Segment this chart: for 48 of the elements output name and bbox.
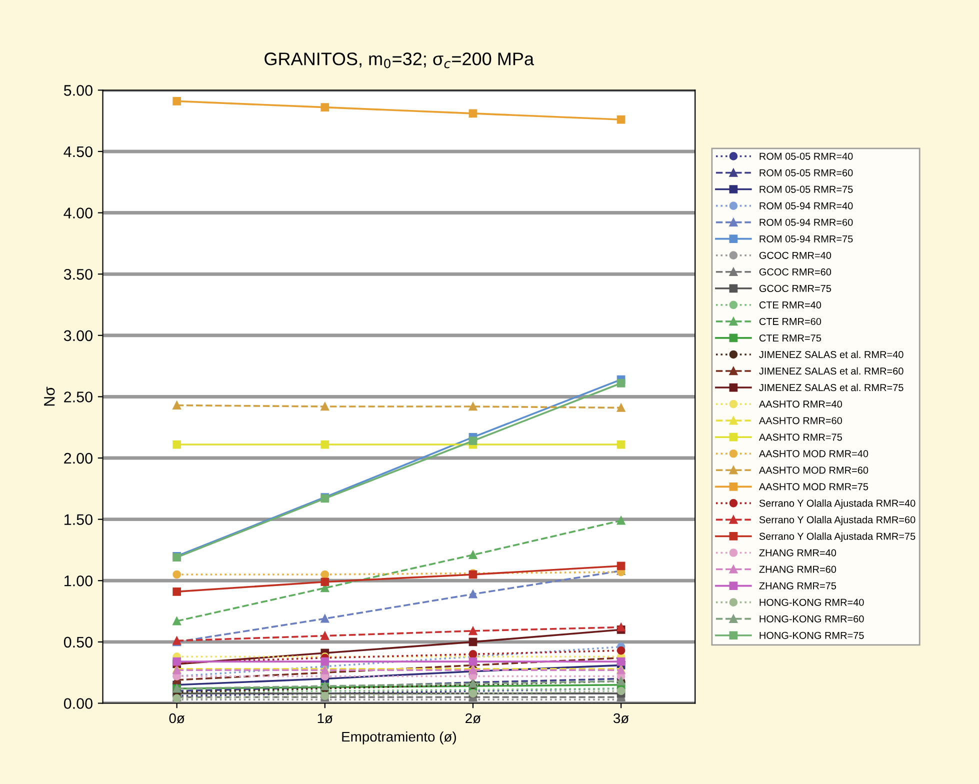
legend-label: AASHTO RMR=40: [758, 400, 842, 408]
legend-label: AASHTO MOD RMR=75: [758, 483, 868, 490]
legend-label: CTE RMR=75: [759, 334, 822, 342]
legend-label: Serrano Y Olalla Ajustada RMR=60: [759, 516, 916, 526]
legend-label: ROM 05-94 RMR=40: [760, 202, 853, 210]
legend-label: GCOC RMR=40: [759, 252, 832, 259]
legend-label: ROM 05-05 RMR=75: [760, 186, 853, 193]
y-tick-label: 0.50: [64, 636, 92, 648]
legend-label: ROM 05-94 RMR=60: [760, 218, 853, 226]
legend-label: Serrano Y Olalla Ajustada RMR=40: [759, 499, 916, 509]
legend-label: CTE RMR=40: [759, 301, 822, 309]
y-tick-label: 4.00: [64, 208, 92, 218]
legend-label: Serrano Y Olalla Ajustada RMR=75: [759, 532, 916, 542]
y-tick-label: 4.50: [64, 146, 92, 158]
y-axis-title: Nσ: [44, 386, 55, 406]
legend-label: AASHTO RMR=60: [758, 417, 842, 424]
legend-label: ROM 05-05 RMR=40: [760, 152, 853, 160]
x-tick-label: 3ø: [613, 713, 629, 724]
legend-label: ROM 05-05 RMR=60: [760, 169, 853, 176]
legend-label: CTE RMR=60: [759, 318, 822, 326]
legend-label: AASHTO MOD RMR=40: [758, 450, 868, 458]
legend-label: AASHTO RMR=75: [758, 434, 842, 441]
legend-label: JIMENEZ SALAS et al. RMR=60: [759, 367, 904, 375]
y-tick-label: 5.00: [64, 85, 92, 96]
legend-label: ZHANG RMR=40: [759, 549, 836, 556]
x-tick-label: 2ø: [466, 713, 481, 724]
legend-label: JIMENEZ SALAS et al. RMR=75: [759, 384, 904, 392]
legend-label: AASHTO MOD RMR=60: [758, 466, 868, 474]
x-axis-title: Empotramiento (ø): [342, 731, 456, 744]
y-tick-label: 2.50: [64, 392, 92, 402]
y-tick-label: 2.00: [64, 452, 92, 464]
legend-label: ZHANG RMR=75: [759, 582, 836, 590]
legend-label: HONG-KONG RMR=75: [760, 632, 864, 639]
legend-label: ROM 05-94 RMR=75: [760, 235, 853, 242]
legend-label: JIMENEZ SALAS et al. RMR=40: [759, 350, 904, 358]
x-tick-label: 0ø: [169, 713, 185, 724]
y-tick-label: 1.00: [64, 576, 92, 586]
legend-label: GCOC RMR=60: [759, 268, 832, 276]
legend-label: ZHANG RMR=60: [759, 566, 836, 573]
legend-label: GCOC RMR=75: [759, 284, 832, 292]
legend-label: HONG-KONG RMR=40: [760, 598, 864, 606]
x-tick-label: 1ø: [318, 713, 333, 724]
y-tick-label: 1.50: [64, 514, 92, 526]
legend-label: HONG-KONG RMR=60: [760, 615, 864, 622]
chart-title: GRANITOS, m$_{0}$=32; σ$_{c}$=200 MPa: [264, 52, 534, 68]
y-tick-label: 0.00: [64, 698, 92, 709]
y-tick-label: 3.50: [64, 268, 92, 280]
y-tick-label: 3.00: [64, 330, 92, 342]
